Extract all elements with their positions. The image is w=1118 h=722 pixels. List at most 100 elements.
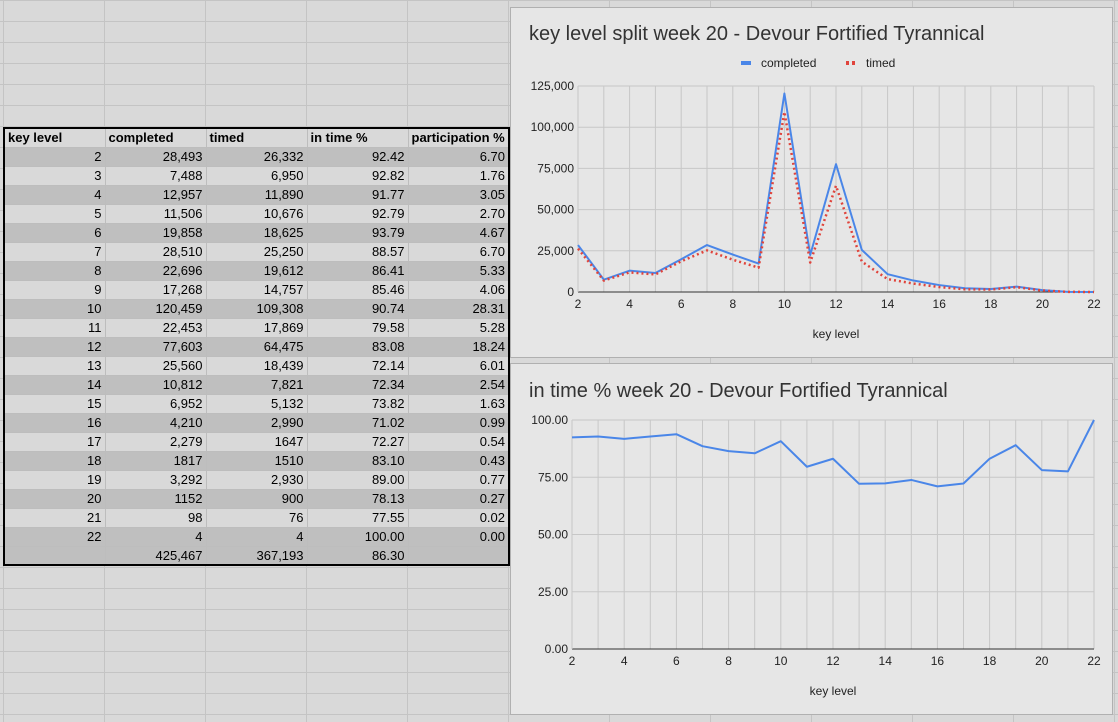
timed-cell[interactable]: 5,132 [205, 393, 308, 414]
key-level-cell[interactable]: 3 [3, 165, 106, 186]
participation-pct-cell[interactable]: 2.70 [407, 203, 510, 224]
completed-cell[interactable]: 22,696 [104, 260, 207, 281]
completed-cell[interactable]: 10,812 [104, 374, 207, 395]
timed-cell[interactable]: 900 [205, 488, 308, 509]
key-level-cell[interactable]: 11 [3, 317, 106, 338]
completed-cell[interactable]: 4 [104, 526, 207, 547]
completed-cell[interactable]: 28,510 [104, 241, 207, 262]
key-level-cell[interactable]: 21 [3, 507, 106, 528]
participation-pct-cell[interactable]: 0.27 [407, 488, 510, 509]
participation-pct-cell[interactable]: 5.33 [407, 260, 510, 281]
in-time-pct-cell[interactable]: 88.57 [306, 241, 409, 262]
participation-pct-cell[interactable]: 0.02 [407, 507, 510, 528]
table-cell[interactable] [3, 545, 106, 566]
timed-cell[interactable]: 11,890 [205, 184, 308, 205]
completed-cell[interactable]: 1817 [104, 450, 207, 471]
participation-pct-cell[interactable]: 3.05 [407, 184, 510, 205]
completed-cell[interactable]: 2,279 [104, 431, 207, 452]
timed-cell[interactable]: 109,308 [205, 298, 308, 319]
in-time-pct-cell[interactable]: 92.42 [306, 146, 409, 167]
table-cell[interactable] [407, 545, 510, 566]
timed-cell[interactable]: 26,332 [205, 146, 308, 167]
in-time-pct-cell[interactable]: 78.13 [306, 488, 409, 509]
timed-cell[interactable]: 1647 [205, 431, 308, 452]
participation-pct-cell[interactable]: 5.28 [407, 317, 510, 338]
in-time-pct-cell[interactable]: 72.34 [306, 374, 409, 395]
timed-cell[interactable]: 10,676 [205, 203, 308, 224]
key-level-split-chart[interactable]: key level split week 20 - Devour Fortifi… [510, 7, 1113, 358]
key-level-cell[interactable]: 2 [3, 146, 106, 167]
in-time-pct-cell[interactable]: 86.41 [306, 260, 409, 281]
in-time-pct-cell[interactable]: 92.82 [306, 165, 409, 186]
completed-cell[interactable]: 25,560 [104, 355, 207, 376]
completed-cell[interactable]: 22,453 [104, 317, 207, 338]
in-time-pct-cell[interactable]: 77.55 [306, 507, 409, 528]
timed-cell[interactable]: 18,625 [205, 222, 308, 243]
in-time-pct-cell[interactable]: 71.02 [306, 412, 409, 433]
key-level-cell[interactable]: 8 [3, 260, 106, 281]
completed-cell[interactable]: 12,957 [104, 184, 207, 205]
participation-pct-cell[interactable]: 2.54 [407, 374, 510, 395]
in-time-pct-cell[interactable]: 79.58 [306, 317, 409, 338]
total-in-time-pct[interactable]: 86.30 [306, 545, 409, 566]
key-level-cell[interactable]: 17 [3, 431, 106, 452]
timed-cell[interactable]: 76 [205, 507, 308, 528]
in-time-pct-cell[interactable]: 93.79 [306, 222, 409, 243]
total-timed[interactable]: 367,193 [205, 545, 308, 566]
participation-pct-cell[interactable]: 0.00 [407, 526, 510, 547]
timed-cell[interactable]: 7,821 [205, 374, 308, 395]
key-level-cell[interactable]: 20 [3, 488, 106, 509]
completed-cell[interactable]: 17,268 [104, 279, 207, 300]
key-level-cell[interactable]: 7 [3, 241, 106, 262]
participation-pct-cell[interactable]: 0.54 [407, 431, 510, 452]
participation-pct-cell[interactable]: 6.01 [407, 355, 510, 376]
header-participation-pct[interactable]: participation % [407, 127, 510, 148]
completed-cell[interactable]: 7,488 [104, 165, 207, 186]
completed-cell[interactable]: 4,210 [104, 412, 207, 433]
key-level-cell[interactable]: 12 [3, 336, 106, 357]
timed-cell[interactable]: 2,930 [205, 469, 308, 490]
timed-cell[interactable]: 4 [205, 526, 308, 547]
completed-cell[interactable]: 1152 [104, 488, 207, 509]
in-time-pct-cell[interactable]: 85.46 [306, 279, 409, 300]
timed-cell[interactable]: 19,612 [205, 260, 308, 281]
participation-pct-cell[interactable]: 1.63 [407, 393, 510, 414]
key-level-cell[interactable]: 16 [3, 412, 106, 433]
completed-cell[interactable]: 98 [104, 507, 207, 528]
participation-pct-cell[interactable]: 6.70 [407, 241, 510, 262]
in-time-pct-cell[interactable]: 73.82 [306, 393, 409, 414]
in-time-pct-cell[interactable]: 89.00 [306, 469, 409, 490]
key-level-cell[interactable]: 15 [3, 393, 106, 414]
in-time-pct-cell[interactable]: 83.08 [306, 336, 409, 357]
key-level-cell[interactable]: 6 [3, 222, 106, 243]
in-time-pct-cell[interactable]: 72.14 [306, 355, 409, 376]
participation-pct-cell[interactable]: 28.31 [407, 298, 510, 319]
key-level-cell[interactable]: 5 [3, 203, 106, 224]
timed-cell[interactable]: 64,475 [205, 336, 308, 357]
timed-cell[interactable]: 6,950 [205, 165, 308, 186]
timed-cell[interactable]: 2,990 [205, 412, 308, 433]
key-level-cell[interactable]: 18 [3, 450, 106, 471]
header-timed[interactable]: timed [205, 127, 308, 148]
completed-cell[interactable]: 11,506 [104, 203, 207, 224]
completed-cell[interactable]: 28,493 [104, 146, 207, 167]
participation-pct-cell[interactable]: 4.67 [407, 222, 510, 243]
in-time-pct-cell[interactable]: 92.79 [306, 203, 409, 224]
in-time-pct-chart[interactable]: in time % week 20 - Devour Fortified Tyr… [510, 363, 1113, 715]
timed-cell[interactable]: 17,869 [205, 317, 308, 338]
key-level-cell[interactable]: 10 [3, 298, 106, 319]
completed-cell[interactable]: 120,459 [104, 298, 207, 319]
completed-cell[interactable]: 3,292 [104, 469, 207, 490]
completed-cell[interactable]: 19,858 [104, 222, 207, 243]
total-completed[interactable]: 425,467 [104, 545, 207, 566]
completed-cell[interactable]: 6,952 [104, 393, 207, 414]
header-completed[interactable]: completed [104, 127, 207, 148]
in-time-pct-cell[interactable]: 100.00 [306, 526, 409, 547]
participation-pct-cell[interactable]: 18.24 [407, 336, 510, 357]
header-in-time-pct[interactable]: in time % [306, 127, 409, 148]
completed-cell[interactable]: 77,603 [104, 336, 207, 357]
participation-pct-cell[interactable]: 1.76 [407, 165, 510, 186]
timed-cell[interactable]: 14,757 [205, 279, 308, 300]
key-level-cell[interactable]: 4 [3, 184, 106, 205]
in-time-pct-cell[interactable]: 72.27 [306, 431, 409, 452]
